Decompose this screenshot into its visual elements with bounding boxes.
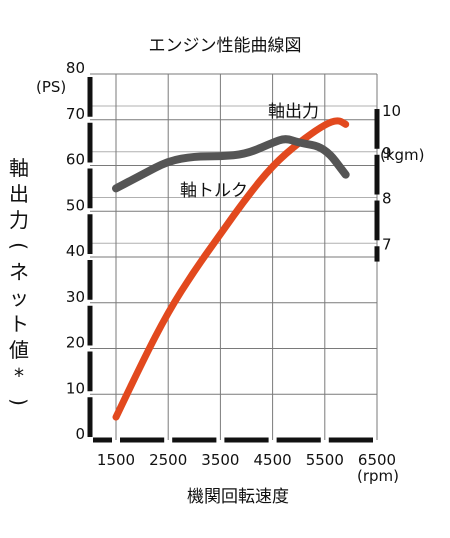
y-tick-label: 20 bbox=[66, 334, 85, 352]
left-axis-title-char: * bbox=[14, 364, 24, 388]
torque-series-line bbox=[112, 135, 350, 193]
y-tick-label: 0 bbox=[75, 425, 85, 443]
x-axis-unit: (rpm) bbox=[357, 467, 399, 485]
series-layer bbox=[112, 117, 350, 421]
x-tick-label: 6500 bbox=[358, 451, 396, 469]
y-tick-label: 50 bbox=[66, 196, 85, 214]
x-tick-label: 5500 bbox=[306, 451, 344, 469]
right-tick-label: 10 bbox=[382, 102, 401, 120]
y-tick-label: 40 bbox=[66, 242, 85, 260]
left-axis-title-char: 軸 bbox=[9, 156, 29, 180]
y-tick-label: 70 bbox=[66, 105, 85, 123]
y-tick-label: 80 bbox=[66, 59, 85, 77]
x-tick-label: 3500 bbox=[201, 451, 239, 469]
text-layer: エンジン性能曲線図 (PS) 0 10 20 30 40 50 60 70 80 1500 2500 35… bbox=[36, 36, 425, 507]
left-axis-title-char: ( bbox=[7, 242, 31, 250]
x-tick-label: 2500 bbox=[149, 451, 187, 469]
right-tick-label: 8 bbox=[382, 190, 392, 208]
left-axis-title-char: 値 bbox=[9, 338, 29, 362]
right-tick-label: 7 bbox=[382, 235, 392, 253]
y-tick-label: 10 bbox=[66, 379, 85, 397]
left-axis-title-char: ) bbox=[7, 398, 31, 406]
chart-title: エンジン性能曲線図 bbox=[149, 36, 302, 56]
left-axis-title-char: ネ bbox=[9, 260, 29, 284]
left-axis-title-char: ッ bbox=[9, 286, 29, 310]
left-axis-title-char: ト bbox=[9, 312, 29, 336]
x-tick-label: 4500 bbox=[254, 451, 292, 469]
x-axis-title: 機関回転速度 bbox=[187, 487, 289, 507]
y-tick-label: 60 bbox=[66, 151, 85, 169]
torque-series-label: 軸トルク bbox=[180, 181, 248, 201]
left-axis-unit: (PS) bbox=[36, 78, 66, 96]
left-axis-title-char: 力 bbox=[9, 208, 29, 232]
right-axis-unit: (kgm) bbox=[380, 146, 425, 164]
y-tick-label: 30 bbox=[66, 288, 85, 306]
power-series-label: 軸出力 bbox=[268, 102, 319, 122]
axes bbox=[87, 77, 380, 443]
power-series-line bbox=[112, 117, 350, 421]
left-axis-title: 軸出力 ( ネット値 *) bbox=[6, 155, 32, 415]
right-tick-label: 9 bbox=[382, 144, 392, 162]
left-axis-title-char: 出 bbox=[9, 182, 29, 206]
x-tick-label: 1500 bbox=[97, 451, 135, 469]
